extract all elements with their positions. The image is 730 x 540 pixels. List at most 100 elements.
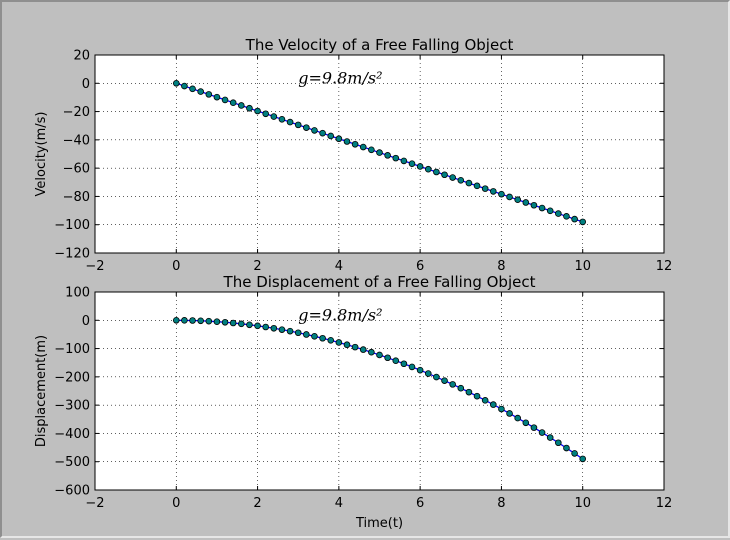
x-tick-label: 2 <box>253 496 261 511</box>
data-point <box>229 99 237 106</box>
data-point <box>441 377 448 384</box>
data-point <box>473 182 481 190</box>
data-point <box>400 360 408 368</box>
data-point <box>351 343 359 351</box>
data-point <box>579 218 587 226</box>
data-point <box>278 326 286 333</box>
data-point <box>238 320 245 328</box>
x-tick-label: −2 <box>85 259 104 274</box>
data-point <box>465 388 473 396</box>
x-tick-label: 8 <box>497 496 505 511</box>
data-point <box>189 85 196 93</box>
data-point <box>449 381 456 388</box>
data-point <box>262 110 270 118</box>
data-point <box>457 384 465 392</box>
y-axis-label: Displacement(m) <box>34 335 49 447</box>
data-point <box>424 165 432 173</box>
x-tick-label: 0 <box>172 259 180 274</box>
data-point <box>238 102 245 109</box>
data-point <box>172 79 180 87</box>
data-point <box>294 329 302 337</box>
data-point <box>319 129 326 137</box>
x-tick-label: 12 <box>656 496 673 511</box>
x-tick-label: 4 <box>335 259 343 274</box>
x-tick-label: −2 <box>85 496 104 511</box>
y-tick-label: −60 <box>63 162 90 177</box>
data-point <box>416 366 424 374</box>
data-point <box>343 341 351 349</box>
x-tick-label: 8 <box>497 259 505 274</box>
data-point <box>229 319 237 327</box>
data-point <box>481 185 489 192</box>
data-point <box>522 419 530 427</box>
data-point <box>546 434 554 441</box>
data-point <box>514 414 521 422</box>
x-tick-label: 10 <box>574 496 591 511</box>
x-tick-label: 10 <box>574 259 591 274</box>
data-point <box>189 317 196 324</box>
data-point <box>433 373 440 381</box>
data-point <box>335 339 343 346</box>
y-tick-label: −120 <box>54 247 90 262</box>
data-point <box>481 397 489 404</box>
data-point <box>351 140 359 148</box>
x-tick-label: 6 <box>416 259 424 274</box>
data-point <box>221 318 229 326</box>
data-point <box>376 149 383 156</box>
data-point <box>506 193 513 201</box>
data-point <box>343 138 351 145</box>
data-point <box>303 331 310 338</box>
data-point <box>457 177 465 184</box>
data-point <box>359 143 367 151</box>
data-point <box>571 215 578 223</box>
data-point <box>205 317 213 325</box>
data-point <box>254 322 261 330</box>
data-point <box>327 132 335 140</box>
data-point <box>400 157 408 165</box>
data-point <box>571 450 578 457</box>
gravity-annotation: g=9.8m/s² <box>298 305 382 324</box>
data-point <box>359 346 367 353</box>
data-point <box>555 210 562 217</box>
data-point <box>563 213 570 220</box>
data-point <box>270 113 278 120</box>
x-tick-label: 12 <box>656 259 673 274</box>
y-axis-label: Velocity(m/s) <box>34 112 49 197</box>
data-point <box>286 118 294 126</box>
data-point <box>254 107 261 115</box>
chart-panel-2: −2 0 2 4 6 8 10 12 100 0 −100 −200 −300 −400 −500 −600 T… <box>34 273 672 531</box>
data-point <box>392 357 400 365</box>
data-point <box>181 317 188 324</box>
data-point <box>506 410 513 417</box>
data-point <box>197 317 204 325</box>
y-tick-label: −100 <box>54 218 90 233</box>
data-point <box>433 168 440 176</box>
y-tick-label: 0 <box>82 314 90 329</box>
data-point <box>172 316 180 324</box>
chart-title: The Displacement of a Free Falling Objec… <box>223 273 536 291</box>
y-tick-label: −200 <box>54 370 90 385</box>
data-point <box>546 207 554 215</box>
data-point <box>368 146 375 154</box>
data-point <box>514 196 521 204</box>
data-point <box>522 199 530 206</box>
x-tick-label: 4 <box>335 496 343 511</box>
data-point <box>384 354 391 362</box>
data-point <box>563 444 570 452</box>
data-point <box>555 439 562 447</box>
y-tick-label: −300 <box>54 399 90 414</box>
x-tick-label: 6 <box>416 496 424 511</box>
data-point <box>408 363 416 371</box>
data-point <box>246 321 253 329</box>
y-tick-label: −40 <box>63 133 90 148</box>
y-tick-label: 100 <box>65 286 90 301</box>
data-point <box>278 116 286 123</box>
data-point <box>473 392 481 400</box>
y-tick-label: −500 <box>54 455 90 470</box>
data-point <box>465 179 473 187</box>
data-point <box>311 333 318 340</box>
data-point <box>197 88 204 95</box>
y-tick-label: −100 <box>54 342 90 357</box>
